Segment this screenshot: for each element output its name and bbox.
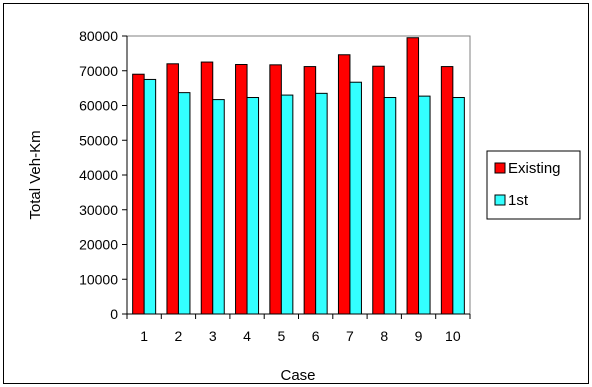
bar-1st-case-1 xyxy=(143,78,157,315)
x-axis-title: Case xyxy=(280,367,315,384)
bar-1st-case-8 xyxy=(383,97,397,315)
x-tick-label: 7 xyxy=(346,328,354,344)
x-tick-label: 2 xyxy=(175,328,183,344)
bar-1st-case-2 xyxy=(177,92,191,315)
bar-1st-case-9 xyxy=(418,95,431,315)
bar-existing-case-5 xyxy=(269,64,282,315)
y-tick-label: 80000 xyxy=(79,28,118,44)
bar-existing-case-8 xyxy=(372,65,385,315)
legend: Existing 1st xyxy=(486,150,581,220)
x-tick-label: 9 xyxy=(415,328,423,344)
y-tick-label: 30000 xyxy=(79,202,118,218)
bar-existing-case-4 xyxy=(235,64,248,315)
y-tick-label: 20000 xyxy=(79,237,118,253)
x-tick-label: 4 xyxy=(243,328,251,344)
legend-label-1st: 1st xyxy=(508,192,529,209)
x-tick-label: 8 xyxy=(380,328,388,344)
x-tick-label: 1 xyxy=(140,328,148,344)
bar-existing-case-2 xyxy=(166,63,179,315)
x-tick-label: 3 xyxy=(209,328,217,344)
legend-swatch-1st xyxy=(494,194,506,206)
legend-swatch-existing xyxy=(494,162,506,174)
bar-existing-case-7 xyxy=(337,54,351,315)
legend-label-existing: Existing xyxy=(508,160,561,177)
x-tick-label: 5 xyxy=(277,328,285,344)
y-tick-label: 50000 xyxy=(79,132,118,148)
bar-1st-case-3 xyxy=(212,99,225,315)
bar-existing-case-3 xyxy=(200,61,214,315)
y-tick-label: 0 xyxy=(110,306,118,322)
bar-1st-case-10 xyxy=(452,97,465,315)
x-tick-label: 10 xyxy=(445,328,461,344)
y-axis-title: Total Veh-Km xyxy=(27,130,44,219)
y-tick-label: 60000 xyxy=(79,98,118,114)
bar-existing-case-1 xyxy=(132,73,145,315)
bar-existing-case-9 xyxy=(406,37,420,315)
bar-1st-case-7 xyxy=(349,81,362,315)
bar-1st-case-5 xyxy=(280,94,294,315)
bar-1st-case-6 xyxy=(315,92,328,315)
y-tick-label: 40000 xyxy=(79,167,118,183)
x-axis-ticks: 1 2 3 4 5 6 7 8 9 10 xyxy=(126,314,471,344)
bar-1st-case-4 xyxy=(246,97,260,315)
y-tick-label: 70000 xyxy=(79,63,118,79)
y-tick-label: 10000 xyxy=(79,271,118,287)
bar-existing-case-6 xyxy=(303,66,317,315)
x-tick-label: 6 xyxy=(312,328,320,344)
y-axis-ticks: 0 10000 20000 30000 40000 50000 60000 70000 8000… xyxy=(79,28,127,322)
bars-group xyxy=(132,37,465,315)
legend-box xyxy=(486,150,581,220)
bar-existing-case-10 xyxy=(440,66,454,315)
